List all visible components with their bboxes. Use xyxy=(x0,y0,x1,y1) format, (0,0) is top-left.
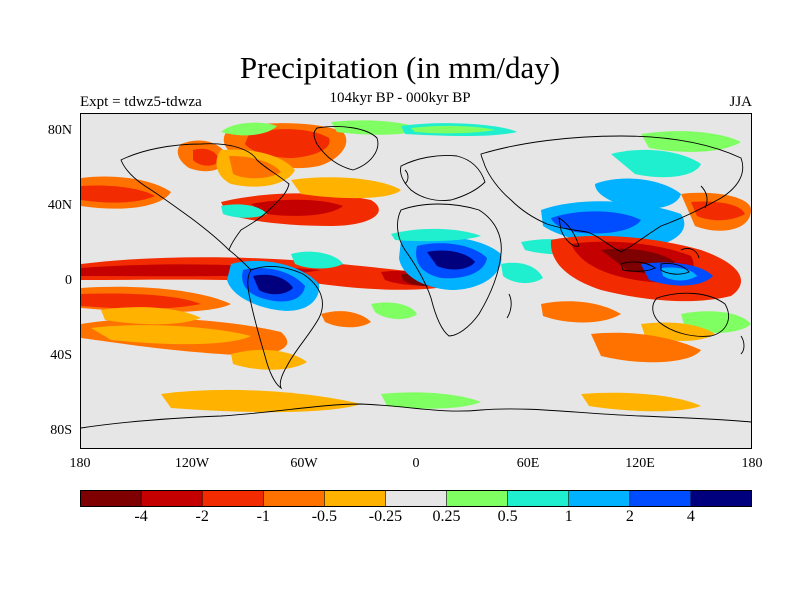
indonesia-coast xyxy=(620,261,656,272)
colorbar-label: 0.5 xyxy=(497,508,518,525)
south-america-coast xyxy=(247,266,323,390)
colorbar xyxy=(80,490,752,507)
colorbar-label: 4 xyxy=(686,508,695,525)
british-isles-coast xyxy=(404,169,409,185)
colorbar-label: 1 xyxy=(564,508,573,525)
colorbar-cell xyxy=(201,490,264,507)
colorbar-cell xyxy=(568,490,631,507)
lon-tick-60w: 60W xyxy=(290,456,318,471)
philippines-coast xyxy=(680,247,700,259)
europe-coast xyxy=(400,155,486,201)
lat-tick-80s: 80S xyxy=(50,423,72,438)
colorbar-border xyxy=(80,490,752,507)
lon-tick-120e: 120E xyxy=(625,456,655,471)
colorbar-cell xyxy=(80,490,142,507)
greenland-coast xyxy=(313,126,379,171)
colorbar-cell xyxy=(507,490,570,507)
colorbar-label: -2 xyxy=(195,508,209,525)
colorbar-label: 2 xyxy=(625,508,634,525)
lat-tick-0: 0 xyxy=(65,273,72,288)
new-zealand-coast xyxy=(740,335,745,355)
asia-coast xyxy=(480,135,744,253)
colorbar-label: 0.25 xyxy=(432,508,461,525)
africa-coast xyxy=(397,203,502,337)
colorbar-cell xyxy=(262,490,325,507)
colorbar-cell xyxy=(629,490,692,507)
lat-tick-80n: 80N xyxy=(47,123,72,138)
colorbar-cell xyxy=(324,490,387,507)
colorbar-label: -4 xyxy=(134,508,148,525)
lat-tick-40n: 40N xyxy=(47,198,72,213)
precipitation-map xyxy=(80,113,752,449)
coastlines xyxy=(80,126,752,429)
lat-tick-40s: 40S xyxy=(50,348,72,363)
antarctica-coast xyxy=(80,403,752,429)
madagascar-coast xyxy=(506,293,512,319)
colorbar-label: -0.25 xyxy=(368,508,403,525)
colorbar-cell xyxy=(690,490,752,507)
map-subtitle: 104kyr BP - 000kyr BP xyxy=(329,90,471,106)
colorbar-cell xyxy=(140,490,203,507)
australia-coast xyxy=(652,292,729,337)
colorbar-cell xyxy=(385,490,448,507)
lon-tick-180e: 180 xyxy=(741,456,763,471)
india-coast xyxy=(558,217,580,247)
experiment-label: Expt = tdwz5-tdwza xyxy=(80,94,202,110)
north-america-coast xyxy=(120,143,290,251)
japan-coast xyxy=(700,185,708,209)
colorbar-label: -1 xyxy=(256,508,270,525)
lon-tick-0: 0 xyxy=(412,456,420,471)
season-label: JJA xyxy=(729,94,752,110)
colorbar-cell xyxy=(446,490,509,507)
lon-tick-180w: 180 xyxy=(69,456,91,471)
lon-tick-120w: 120W xyxy=(174,456,210,471)
map-title: Precipitation (in mm/day) xyxy=(239,50,561,85)
lon-tick-60e: 60E xyxy=(516,456,540,471)
central-america-coast xyxy=(228,249,252,271)
borneo-coast xyxy=(660,263,690,275)
map-canvas xyxy=(80,114,752,448)
colorbar-label: -0.5 xyxy=(311,508,338,525)
